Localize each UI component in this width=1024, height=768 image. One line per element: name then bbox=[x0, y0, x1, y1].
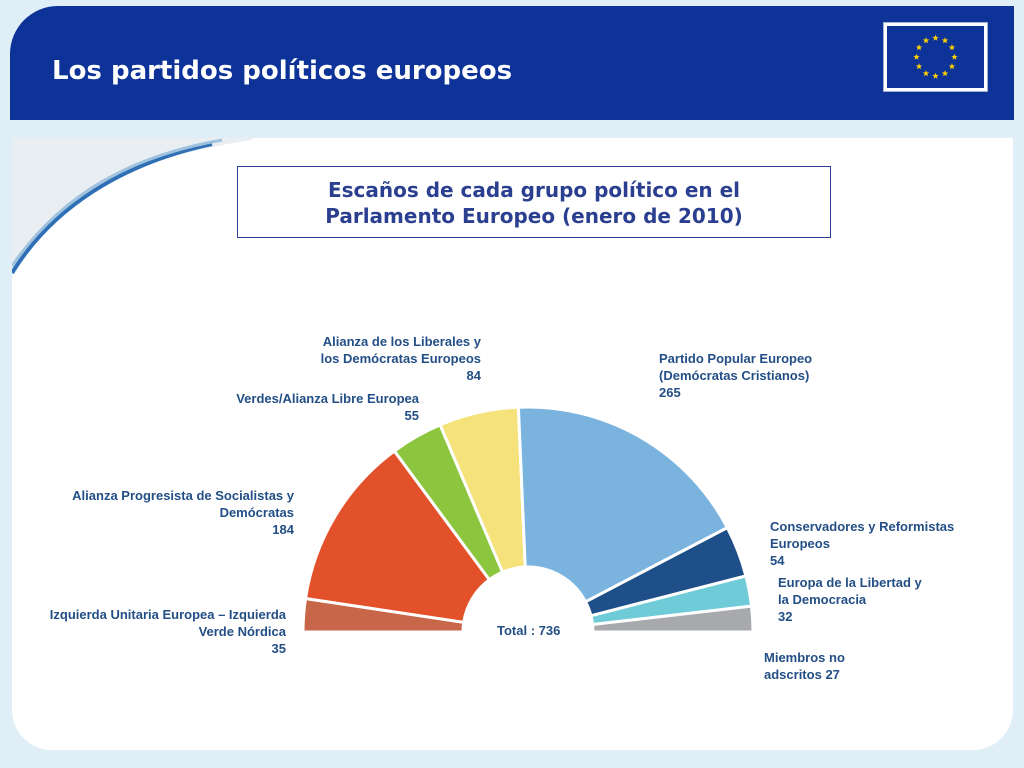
label-gue-ngl: Izquierda Unitaria Europea – Izquierda V… bbox=[49, 607, 286, 656]
hemicycle-slice-4 bbox=[516, 405, 730, 604]
page-title: Los partidos políticos europeos bbox=[52, 56, 513, 86]
star-icon bbox=[948, 63, 956, 70]
star-icon bbox=[941, 37, 949, 44]
hemicycle-slice-1 bbox=[303, 448, 492, 625]
chart-title-line-2: Parlamento Europeo (enero de 2010) bbox=[325, 204, 743, 228]
label-greens-efa: Verdes/Alianza Libre Europea 55 bbox=[236, 391, 419, 423]
eu-flag-icon bbox=[884, 23, 987, 91]
star-icon bbox=[922, 70, 930, 77]
chart-title-line-1: Escaños de cada grupo político en el bbox=[327, 178, 741, 202]
label-non-attached: Miembros no adscritos 27 bbox=[764, 650, 845, 682]
star-icon bbox=[948, 44, 956, 51]
star-icon bbox=[922, 37, 930, 44]
star-icon bbox=[915, 63, 923, 70]
hemicycle-slice-7 bbox=[590, 604, 755, 634]
star-icon bbox=[932, 72, 939, 79]
label-alde: Alianza de los Liberales y los Demócrata… bbox=[320, 334, 481, 383]
header-bar bbox=[10, 6, 1014, 120]
label-efd: Europa de la Libertad y la Democracia 32 bbox=[778, 575, 922, 624]
star-icon bbox=[913, 53, 920, 60]
star-icon bbox=[951, 53, 958, 60]
star-icon bbox=[941, 70, 949, 77]
total-label: Total : 736 bbox=[497, 623, 561, 638]
label-epp: Partido Popular Europeo (Demócratas Cris… bbox=[659, 351, 813, 400]
star-icon bbox=[915, 44, 923, 51]
label-ecr: Conservadores y Reformistas Europeos 54 bbox=[770, 519, 955, 568]
chart-title-box: Escaños de cada grupo político en el Par… bbox=[237, 166, 831, 238]
decorative-swoosh bbox=[12, 138, 252, 275]
label-sd: Alianza Progresista de Socialistas y Dem… bbox=[72, 488, 294, 537]
star-icon bbox=[932, 34, 939, 41]
